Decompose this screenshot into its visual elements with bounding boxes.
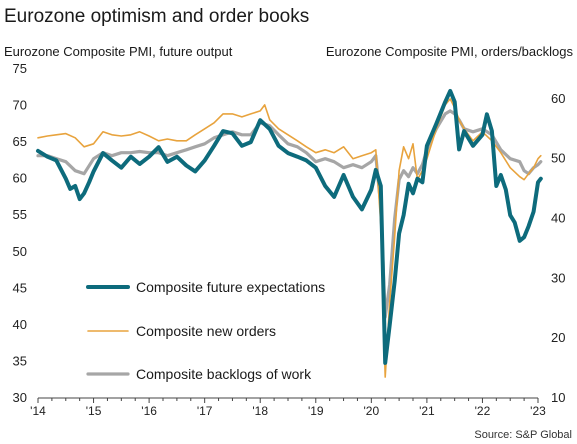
series-lines <box>36 88 543 378</box>
left-tick-label: 30 <box>13 390 27 405</box>
right-tick-label: 10 <box>551 390 565 405</box>
series-line-future-expectations <box>36 88 543 365</box>
x-tick-label: '15 <box>86 404 102 418</box>
right-tick-label: 30 <box>551 270 565 285</box>
series-line-backlogs <box>36 109 543 319</box>
x-tick-label: '22 <box>475 404 491 418</box>
left-tick-label: 70 <box>13 98 27 113</box>
x-tick-label: '17 <box>197 404 213 418</box>
x-tick-label: '19 <box>308 404 324 418</box>
x-axis: '14 '15 '16 '17 '18 '19 '20 '21 '22 '23 <box>30 397 546 418</box>
right-tick-label: 20 <box>551 330 565 345</box>
left-tick-label: 35 <box>13 353 27 368</box>
legend-label-new-orders: Composite new orders <box>136 323 276 339</box>
x-tick-label: '16 <box>141 404 157 418</box>
legend-label-future-expectations: Composite future expectations <box>136 279 325 295</box>
source-note: Source: S&P Global <box>474 429 572 441</box>
right-axis-ticks: 60 50 40 30 20 10 <box>551 91 565 405</box>
right-tick-label: 40 <box>551 211 565 226</box>
right-tick-label: 50 <box>551 151 565 166</box>
right-axis-label: Eurozone Composite PMI, orders/backlogs <box>326 44 574 59</box>
legend-label-backlogs: Composite backlogs of work <box>136 366 312 382</box>
x-tick-label: '23 <box>530 404 546 418</box>
left-tick-label: 65 <box>13 134 27 149</box>
legend: Composite future expectations Composite … <box>86 279 325 382</box>
left-tick-label: 50 <box>13 244 27 259</box>
series-line-new-orders <box>37 98 542 378</box>
left-axis-ticks: 75 70 65 60 55 50 45 40 35 30 <box>13 61 27 405</box>
x-tick-label: '21 <box>419 404 435 418</box>
chart-title: Eurozone optimism and order books <box>4 6 309 27</box>
left-tick-label: 60 <box>13 171 27 186</box>
right-tick-label: 60 <box>551 91 565 106</box>
x-tick-label: '18 <box>252 404 268 418</box>
x-tick-label: '20 <box>364 404 380 418</box>
left-tick-label: 40 <box>13 317 27 332</box>
x-tick-label: '14 <box>30 404 46 418</box>
left-tick-label: 75 <box>13 61 27 76</box>
left-tick-label: 45 <box>13 280 27 295</box>
left-tick-label: 55 <box>13 207 27 222</box>
left-axis-label: Eurozone Composite PMI, future output <box>4 44 233 59</box>
